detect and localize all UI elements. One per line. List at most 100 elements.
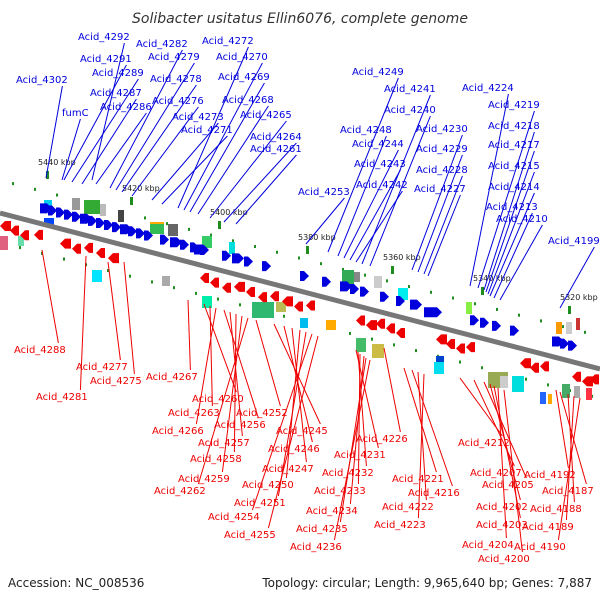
kbp-tick <box>568 306 571 314</box>
forward-leader-line <box>115 62 195 191</box>
tick-dot <box>210 233 212 237</box>
forward-leader-line <box>469 93 509 287</box>
reverse-leader-line <box>565 395 575 521</box>
tick-dot <box>430 290 432 294</box>
reverse-gene-label: Acid_4222 <box>382 502 434 513</box>
reverse-gene-arrow <box>96 247 105 258</box>
reverse-gene-arrow <box>572 371 581 382</box>
tick-dot <box>415 349 417 353</box>
forward-gene-arrow <box>510 325 519 336</box>
forward-gene-arrow <box>232 253 244 264</box>
forward-gene-arrow <box>64 209 73 220</box>
reverse-gene-arrow <box>466 342 475 353</box>
feature-box <box>92 270 102 282</box>
forward-gene-label: Acid_4214 <box>488 182 540 193</box>
feature-box <box>372 344 384 358</box>
forward-gene-label: Acid_4219 <box>488 100 540 111</box>
reverse-leader-line <box>203 303 237 393</box>
forward-gene-label: fumC <box>62 108 89 119</box>
forward-leader-line <box>499 224 543 301</box>
feature-box <box>398 288 408 300</box>
kbp-marker: 5340 kbp <box>473 274 511 283</box>
feature-box <box>326 320 336 330</box>
reverse-gene-label: Acid_4259 <box>178 474 230 485</box>
forward-gene-label: Acid_4268 <box>222 95 274 106</box>
feature-box <box>566 322 572 334</box>
forward-gene-arrow <box>470 315 479 326</box>
reverse-leader-line <box>123 261 135 375</box>
reverse-leader-line <box>503 389 523 553</box>
forward-leader-line <box>327 77 399 253</box>
reverse-gene-arrow <box>72 243 81 254</box>
feature-box <box>500 376 508 388</box>
forward-gene-arrow <box>72 211 81 222</box>
reverse-leader-line <box>383 347 401 433</box>
reverse-leader-line <box>197 317 249 485</box>
forward-gene-arrow <box>180 239 189 250</box>
tick-dot <box>386 279 388 283</box>
tick-dot <box>12 182 14 186</box>
reverse-gene-label: Acid_4192 <box>524 470 576 481</box>
tick-dot <box>349 331 351 335</box>
genome-backbone <box>0 210 600 372</box>
forward-gene-arrow <box>104 220 113 231</box>
forward-gene-label: Acid_4227 <box>414 184 466 195</box>
feature-box <box>574 386 580 398</box>
kbp-markers: 5440 kbp 5420 kbp 5400 kbp 5380 kbp 5360 kbp… <box>38 158 598 314</box>
forward-gene-arrow <box>128 226 137 237</box>
reverse-leader-line <box>187 299 191 371</box>
reverse-gene-label: Acid_4247 <box>262 464 314 475</box>
tick-dot <box>525 377 527 381</box>
forward-leader-line <box>45 85 63 179</box>
feature-box <box>100 204 106 216</box>
reverse-gene-label: Acid_4189 <box>522 522 574 533</box>
reverse-leader-line <box>339 357 367 523</box>
forward-gene-label: Acid_4228 <box>416 165 468 176</box>
reverse-gene-label: Acid_4207 <box>470 468 522 479</box>
kbp-tick <box>391 266 394 274</box>
tick-dot <box>474 302 476 306</box>
forward-gene-label: Acid_4272 <box>202 36 254 47</box>
forward-gene-label: Acid_4240 <box>384 105 436 116</box>
reverse-leader-line <box>333 359 371 541</box>
feature-box <box>562 384 570 398</box>
tick-dot <box>452 296 454 300</box>
reverse-gene-arrow <box>356 315 365 326</box>
forward-gene-arrow <box>96 217 105 228</box>
reverse-gene-label: Acid_4267 <box>146 372 198 383</box>
reverse-leader-line <box>195 307 217 425</box>
reverse-leader-line <box>277 331 307 497</box>
feature-box <box>576 318 580 330</box>
reverse-gene-arrow <box>366 320 377 331</box>
forward-gene-arrow <box>170 237 182 248</box>
forward-leader-line <box>305 197 345 245</box>
forward-leader-line <box>189 82 265 213</box>
gene-arrows <box>0 203 599 387</box>
reverse-gene-label: Acid_4226 <box>356 434 408 445</box>
reverse-gene-arrow <box>446 338 455 349</box>
forward-leader-line <box>361 94 431 265</box>
forward-label-lines <box>45 42 595 309</box>
tick-dot <box>63 257 65 261</box>
reverse-gene-label: Acid_4260 <box>192 394 244 405</box>
forward-gene-label: Acid_4243 <box>354 159 406 170</box>
forward-gene-label: Acid_4302 <box>16 75 68 86</box>
reverse-leader-line <box>559 391 587 485</box>
reverse-gene-label: Acid_4245 <box>276 426 328 437</box>
tick-dot <box>540 319 542 323</box>
feature-box <box>252 302 274 318</box>
reverse-gene-arrow <box>222 282 231 293</box>
reverse-gene-label: Acid_4258 <box>190 454 242 465</box>
tick-dot <box>56 193 58 197</box>
forward-gene-arrow <box>88 215 97 226</box>
forward-gene-arrow <box>322 276 331 287</box>
forward-gene-label: Acid_4217 <box>488 140 540 151</box>
reverse-leader-line <box>417 373 425 519</box>
reverse-labels: Acid_4288 Acid_4281 Acid_4277 Acid_4275 Acid… <box>14 345 594 565</box>
reverse-gene-label: Acid_4235 <box>296 524 348 535</box>
reverse-leader-line <box>403 367 437 473</box>
tick-dot <box>188 227 190 231</box>
reverse-leader-line <box>107 261 121 361</box>
forward-leader-line <box>349 169 401 261</box>
kbp-tick <box>306 246 309 254</box>
